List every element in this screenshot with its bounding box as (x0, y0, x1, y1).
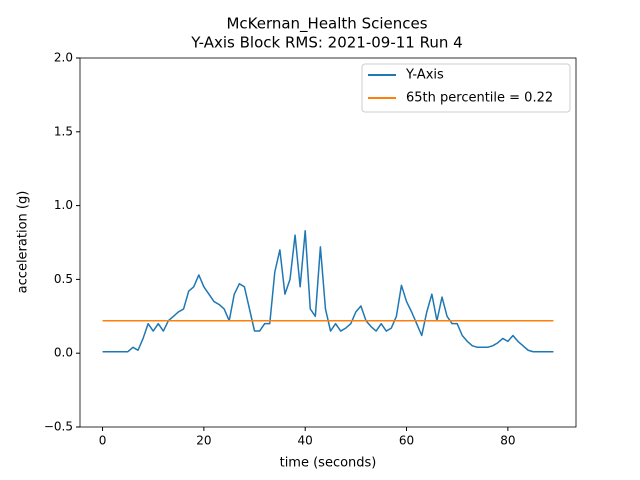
x-tick-label: 40 (298, 434, 313, 448)
x-tick-label: 0 (99, 434, 107, 448)
legend-label: 65th percentile = 0.22 (406, 91, 553, 106)
y-tick-label: 1.5 (54, 124, 73, 138)
y-tick-label: 1.0 (54, 198, 73, 212)
x-tick-label: 60 (399, 434, 414, 448)
y-tick-label: 2.0 (54, 51, 73, 65)
y-axis-label: acceleration (g) (16, 191, 31, 294)
legend-label: Y-Axis (405, 68, 444, 83)
y-tick-label: 0.5 (54, 272, 73, 286)
x-axis-label: time (seconds) (280, 456, 377, 471)
chart-subtitle: Y-Axis Block RMS: 2021-09-11 Run 4 (190, 34, 462, 52)
x-tick-label: 20 (196, 434, 211, 448)
legend-box (361, 63, 571, 113)
chart-title: McKernan_Health Sciences (226, 15, 427, 34)
y-tick-label: 0.0 (54, 346, 73, 360)
x-tick-label: 80 (500, 434, 515, 448)
plot-frame (79, 57, 577, 428)
y-tick-label: −0.5 (44, 420, 73, 434)
